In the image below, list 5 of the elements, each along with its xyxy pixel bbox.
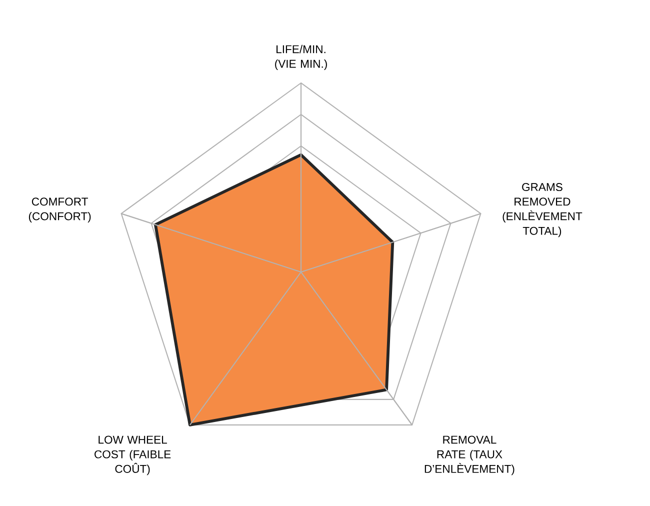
spoke-label: GRAMS REMOVED (ENLÈVEMENT TOTAL) <box>502 183 582 238</box>
spoke-label: COMFORT (CONFORT) <box>28 198 91 222</box>
spoke-label: REMOVAL RATE (TAUX D’ENLÈVEMENT) <box>424 436 514 476</box>
spoke-label: LOW WHEEL COST (FAIBLE COÛT) <box>94 436 171 476</box>
spoke-label: LIFE/MIN. (VIE MIN.) <box>275 44 327 70</box>
